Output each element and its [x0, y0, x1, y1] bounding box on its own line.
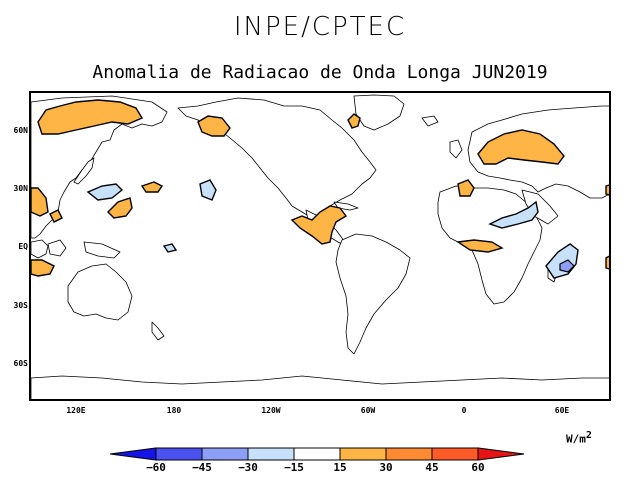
- anomaly-neg-strong-indian: [559, 259, 575, 273]
- anomaly-neg-central-pacific: [199, 179, 217, 201]
- colorbar-segment-5: [339, 447, 387, 461]
- lon-label-60w: 60W: [360, 406, 376, 415]
- lat-label-eq: EQ: [18, 242, 28, 251]
- anomaly-pos-gulf-guinea: [456, 239, 504, 253]
- anomaly-neg-equatorial: [162, 243, 178, 253]
- lat-label-30s: 30S: [13, 301, 28, 310]
- world-map: [29, 91, 611, 401]
- anomaly-neg-arabian-sea: [488, 200, 539, 229]
- colorbar-segment-1: [155, 447, 203, 461]
- borneo: [47, 239, 67, 257]
- anomaly-pos-europe: [477, 129, 565, 165]
- indochina: [31, 239, 49, 259]
- strong-negative-anomalies: [559, 259, 575, 273]
- colorbar-segment-4: [293, 447, 341, 461]
- colorbar-label-60: 60: [471, 461, 485, 474]
- colorbar-arrow-right: [477, 447, 525, 461]
- new-zealand: [151, 321, 165, 341]
- lon-label-60e: 60E: [554, 406, 570, 415]
- australia: [67, 263, 133, 321]
- colorbar-label-neg15: −15: [284, 461, 304, 474]
- anomaly-pos-central-am: [290, 205, 348, 245]
- colorbar-segment-3: [247, 447, 295, 461]
- anomaly-pos-alaska: [197, 115, 231, 137]
- colorbar-units: W/m2: [566, 430, 592, 446]
- colorbar: [110, 447, 525, 461]
- anomaly-pos-pacific-1: [140, 181, 164, 193]
- lon-label-120w: 120W: [261, 406, 281, 415]
- anomaly-neg-north-pacific: [86, 183, 124, 201]
- agency-title: INPE/CPTEC: [233, 12, 407, 42]
- anomaly-pos-east-china: [49, 209, 63, 223]
- map-canvas: [31, 94, 609, 399]
- lat-label-60s: 60S: [13, 359, 28, 368]
- iceland: [421, 115, 439, 127]
- colorbar-label-30: 30: [379, 461, 393, 474]
- anomaly-pos-canada: [347, 113, 361, 129]
- colorbar-label-15: 15: [333, 461, 347, 474]
- anomaly-pos-pacific-2: [107, 197, 133, 219]
- antarctica: [31, 375, 609, 399]
- anomaly-pos-sahara: [457, 179, 475, 197]
- colorbar-label-neg45: −45: [192, 461, 212, 474]
- lat-label-60n: 60N: [13, 126, 28, 135]
- lon-label-120e: 120E: [66, 406, 86, 415]
- anomaly-pos-east-indian: [605, 255, 609, 270]
- south-america: [335, 233, 411, 355]
- arabia: [521, 189, 559, 225]
- anomaly-pos-china: [31, 187, 49, 217]
- new-guinea: [83, 241, 121, 259]
- colorbar-label-neg30: −30: [238, 461, 258, 474]
- colorbar-label-neg60: −60: [146, 461, 166, 474]
- anomaly-pos-indonesia: [31, 259, 55, 277]
- units-exponent: 2: [585, 430, 592, 441]
- japan-island: [73, 157, 95, 185]
- units-text: W/m: [566, 432, 586, 446]
- anomaly-neg-west-indian: [545, 243, 579, 279]
- colorbar-arrow-left: [110, 447, 157, 461]
- colorbar-segment-2: [201, 447, 249, 461]
- lat-label-30n: 30N: [13, 184, 28, 193]
- greenland: [353, 94, 405, 131]
- anomaly-pos-indian-ocean: [605, 184, 609, 196]
- map-title: Anomalia de Radiacao de Onda Longa JUN20…: [92, 62, 548, 83]
- colorbar-segment-6: [385, 447, 433, 461]
- lon-label-0: 0: [461, 406, 467, 415]
- uk-island: [449, 139, 463, 159]
- lon-label-180: 180: [166, 406, 182, 415]
- colorbar-segment-7: [431, 447, 479, 461]
- anomaly-pos-siberia: [37, 99, 144, 135]
- colorbar-label-45: 45: [425, 461, 439, 474]
- positive-anomalies: [31, 99, 609, 277]
